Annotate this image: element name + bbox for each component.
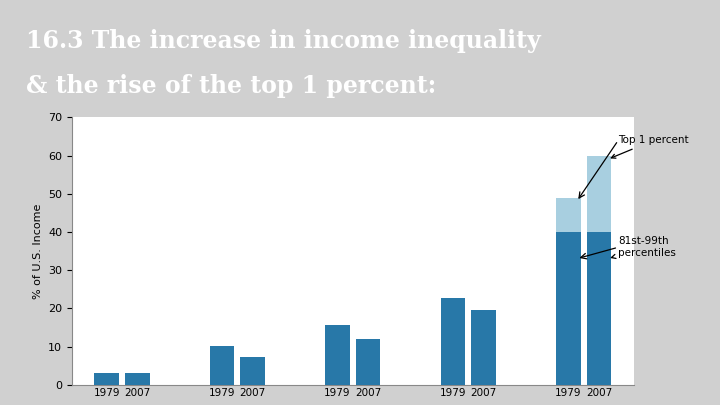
Bar xyxy=(587,232,611,385)
Bar xyxy=(210,346,234,385)
Bar xyxy=(125,373,150,385)
Bar xyxy=(472,309,496,385)
Bar xyxy=(556,232,580,385)
Bar xyxy=(325,325,350,385)
Bar xyxy=(587,156,611,232)
Text: 16.3 The increase in income inequality: 16.3 The increase in income inequality xyxy=(27,30,541,53)
Bar xyxy=(94,373,119,385)
Text: Top 1 percent: Top 1 percent xyxy=(611,135,689,158)
Bar xyxy=(556,198,580,232)
Bar xyxy=(356,339,380,385)
Bar xyxy=(441,298,465,385)
Text: & the rise of the top 1 percent:: & the rise of the top 1 percent: xyxy=(27,74,437,98)
Y-axis label: % of U.S. Income: % of U.S. Income xyxy=(32,203,42,299)
Bar xyxy=(240,357,265,385)
Text: 81st-99th
percentiles: 81st-99th percentiles xyxy=(611,237,676,258)
